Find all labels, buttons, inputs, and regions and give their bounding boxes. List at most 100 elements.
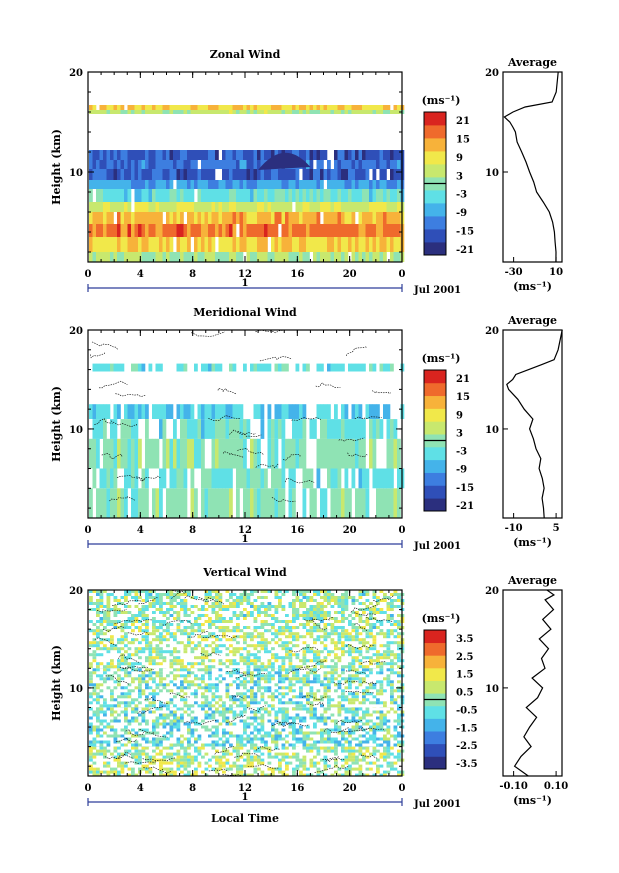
heatmap-cell [159,677,163,681]
heatmap-cell [327,686,331,690]
heatmap-cell [369,438,373,469]
heatmap-cell [292,169,296,180]
heatmap-cell [292,701,296,705]
heatmap-cell [243,202,247,212]
heatmap-cell [166,716,170,720]
heatmap-cell [176,611,181,614]
heatmap-cell [323,719,328,723]
heatmap-cell [225,740,230,744]
heatmap-cell [215,590,219,593]
heatmap-cell [285,671,289,675]
heatmap-cell [267,650,272,654]
heatmap-cell [183,202,188,212]
heatmap-cell [267,590,272,593]
heatmap-cell [229,620,233,623]
heatmap-cell [397,722,401,726]
heatmap-cell [113,665,118,669]
heatmap-cell [309,710,314,714]
heatmap-cell [89,212,93,224]
heatmap-cell [152,743,156,747]
heatmap-cell [155,110,160,114]
heatmap-cell [313,674,317,678]
heatmap-cell [383,363,387,372]
heatmap-cell [313,761,317,765]
heatmap-cell [278,737,282,741]
heatmap-cell [390,602,394,605]
heatmap-cell [204,683,209,687]
heatmap-cell [120,419,125,439]
heatmap-cell [113,686,118,690]
heatmap-cell [246,689,251,693]
heatmap-cell [169,746,174,750]
heatmap-cell [274,180,279,189]
heatmap-cell [257,761,261,765]
heatmap-cell [386,150,391,160]
heatmap-cell [313,677,317,681]
heatmap-cell [134,620,139,623]
heatmap-cell [330,698,335,702]
heatmap-cell [166,150,170,160]
heatmap-cell [264,169,268,180]
heatmap-cell [358,614,363,617]
heatmap-cell [187,150,191,160]
heatmap-cell [152,695,156,699]
heatmap-cell [148,758,153,762]
heatmap-cell [239,770,244,774]
heatmap-cell [341,602,345,605]
heatmap-cell [302,212,307,224]
heatmap-cell [218,252,223,262]
heatmap-cell [257,737,261,741]
panel-title: Zonal Wind [210,48,281,61]
heatmap-cell [110,644,114,648]
heatmap-cell [159,737,163,741]
heatmap-cell [155,599,160,602]
heatmap-cell [183,677,188,681]
heatmap-cell [148,668,153,672]
heatmap-cell [351,468,356,489]
heatmap-cell [138,650,142,654]
heatmap-cell [285,734,289,738]
heatmap-cell [376,611,380,614]
heatmap-cell [348,734,352,738]
heatmap-cell [285,653,289,657]
heatmap-cell [148,761,153,765]
heatmap-cell [176,662,181,666]
heatmap-cell [194,689,198,693]
heatmap-cell [397,656,401,660]
heatmap-cell [250,590,254,593]
heatmap-cell [271,614,275,617]
heatmap-cell [183,404,188,419]
heatmap-cell [99,596,104,599]
heatmap-cell [246,737,251,741]
heatmap-cell [194,647,198,651]
heatmap-cell [393,662,398,666]
heatmap-cell [330,704,335,708]
heatmap-cell [386,629,391,633]
heatmap-cell [145,617,149,620]
heatmap-cell [236,704,240,708]
heatmap-cell [306,632,310,636]
heatmap-cell [295,608,300,611]
heatmap-cell [166,767,170,771]
heatmap-cell [204,404,209,419]
heatmap-cell [309,716,314,720]
heatmap-cell [397,593,401,596]
heatmap-cell [243,180,247,189]
heatmap-cell [138,488,142,518]
heatmap-cell [393,737,398,741]
heatmap-cell [127,224,132,237]
heatmap-cell [145,404,149,419]
heatmap-cell [292,180,296,189]
heatmap-cell [197,737,202,741]
heatmap-cell [295,614,300,617]
heatmap-cell [208,626,212,629]
heatmap-cell [281,644,286,648]
heatmap-cell [201,169,205,180]
heatmap-cell [229,237,233,252]
heatmap-cell [145,680,149,684]
heatmap-cell [236,150,240,160]
heatmap-cell [323,689,328,693]
heatmap-cell [236,641,240,645]
heatmap-cell [320,363,324,372]
heatmap-cell [323,617,328,620]
